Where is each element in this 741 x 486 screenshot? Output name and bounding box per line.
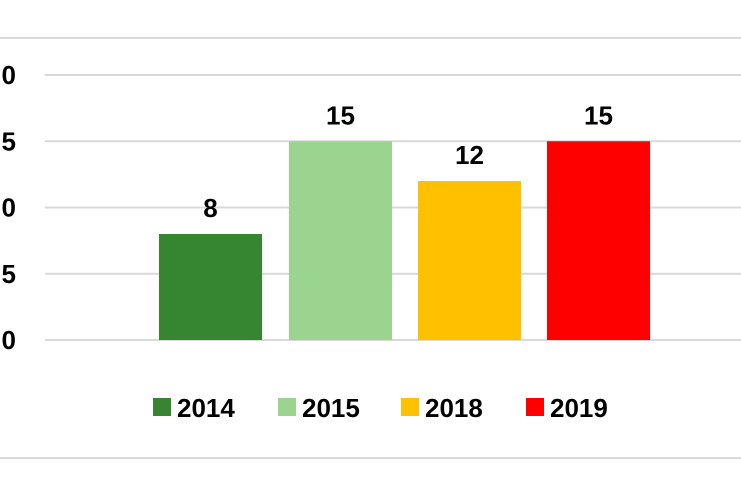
bar-2015 [289,141,392,340]
legend-swatch-2015 [278,398,296,416]
data-label-2014: 8 [203,193,217,223]
legend-label-2015: 2015 [302,393,360,423]
bar-2018 [418,181,521,340]
legend-label-2019: 2019 [550,393,608,423]
bar-2014 [159,234,262,340]
data-label-2018: 12 [455,140,484,170]
y-tick-label: 5 [2,126,16,156]
bars [159,141,650,340]
y-axis-ticks: 0 5 0 5 0 [2,60,16,355]
legend-swatch-2018 [401,398,419,416]
legend-swatch-2014 [153,398,171,416]
y-tick-label: 0 [2,60,16,90]
y-tick-label: 0 [2,193,16,223]
y-tick-label: 5 [2,259,16,289]
legend: 2014 2015 2018 2019 [153,393,608,423]
data-label-2019: 15 [584,100,613,130]
data-label-2015: 15 [326,100,355,130]
legend-swatch-2019 [526,398,544,416]
y-tick-label: 0 [2,325,16,355]
legend-label-2018: 2018 [425,393,483,423]
bar-2019 [547,141,650,340]
data-labels: 8 15 12 15 [203,100,613,223]
legend-label-2014: 2014 [177,393,235,423]
